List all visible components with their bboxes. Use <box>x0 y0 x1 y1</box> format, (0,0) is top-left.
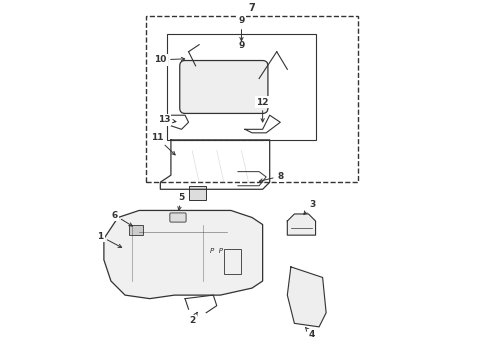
Text: 1: 1 <box>97 232 122 247</box>
Polygon shape <box>287 214 316 235</box>
Text: 5: 5 <box>178 193 185 210</box>
FancyBboxPatch shape <box>170 213 186 222</box>
Text: 2: 2 <box>189 312 197 325</box>
Bar <box>224 249 242 274</box>
Text: P  P: P P <box>210 248 223 254</box>
Text: 7: 7 <box>249 3 255 13</box>
Polygon shape <box>287 267 326 327</box>
Bar <box>128 225 143 235</box>
Bar <box>189 186 206 200</box>
Polygon shape <box>104 211 263 299</box>
Text: 4: 4 <box>305 328 315 339</box>
Text: 10: 10 <box>154 55 185 64</box>
Text: 6: 6 <box>111 211 132 226</box>
Text: 9: 9 <box>238 41 245 50</box>
Text: 11: 11 <box>150 133 175 155</box>
Text: 9: 9 <box>238 17 245 41</box>
Text: 13: 13 <box>158 115 176 124</box>
FancyBboxPatch shape <box>180 60 268 113</box>
Text: 8: 8 <box>259 172 283 182</box>
Text: 12: 12 <box>256 98 269 122</box>
Text: 3: 3 <box>304 200 315 215</box>
